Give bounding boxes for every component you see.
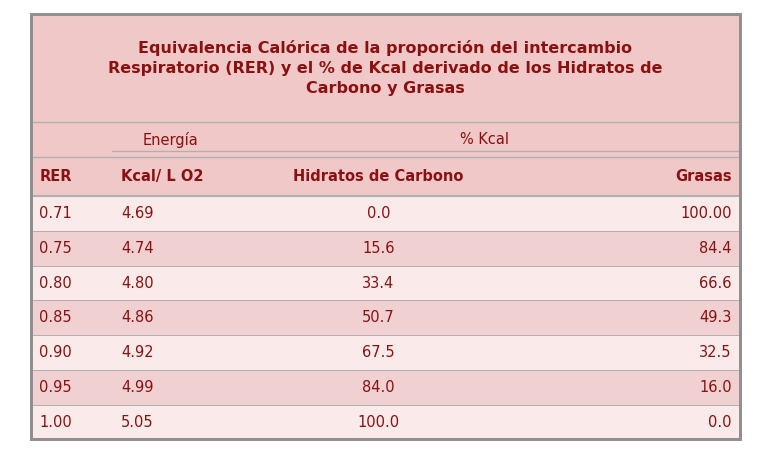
Bar xyxy=(31,300,740,335)
Text: 15.6: 15.6 xyxy=(362,241,395,256)
Text: 4.69: 4.69 xyxy=(121,206,153,221)
Text: 0.95: 0.95 xyxy=(39,380,72,395)
Text: 33.4: 33.4 xyxy=(362,275,395,291)
Text: 49.3: 49.3 xyxy=(699,310,732,325)
Text: 4.99: 4.99 xyxy=(121,380,153,395)
Text: 84.4: 84.4 xyxy=(699,241,732,256)
Text: Kcal/ L O2: Kcal/ L O2 xyxy=(121,169,204,184)
Text: 0.0: 0.0 xyxy=(367,206,390,221)
Text: 4.74: 4.74 xyxy=(121,241,153,256)
Text: 4.80: 4.80 xyxy=(121,275,153,291)
Text: 0.75: 0.75 xyxy=(39,241,72,256)
Text: 0.85: 0.85 xyxy=(39,310,72,325)
Text: Hidratos de Carbono: Hidratos de Carbono xyxy=(293,169,463,184)
Bar xyxy=(31,122,740,157)
Text: 84.0: 84.0 xyxy=(362,380,395,395)
Text: 50.7: 50.7 xyxy=(362,310,395,325)
Text: 0.80: 0.80 xyxy=(39,275,72,291)
Text: Energía: Energía xyxy=(143,132,199,148)
Text: 1.00: 1.00 xyxy=(39,414,72,429)
Bar xyxy=(31,405,740,439)
Text: RER: RER xyxy=(39,169,72,184)
Bar xyxy=(31,196,740,231)
Text: 4.86: 4.86 xyxy=(121,310,153,325)
Text: 66.6: 66.6 xyxy=(699,275,732,291)
Text: 100.0: 100.0 xyxy=(357,414,399,429)
Bar xyxy=(31,157,740,196)
Bar xyxy=(31,370,740,405)
Text: 4.92: 4.92 xyxy=(121,345,153,360)
Text: 67.5: 67.5 xyxy=(362,345,395,360)
Bar xyxy=(31,231,740,266)
Text: 0.71: 0.71 xyxy=(39,206,72,221)
Bar xyxy=(31,335,740,370)
Text: 0.0: 0.0 xyxy=(708,414,732,429)
Text: Equivalencia Calórica de la proporción del intercambio
Respiratorio (RER) y el %: Equivalencia Calórica de la proporción d… xyxy=(108,40,663,96)
Text: Grasas: Grasas xyxy=(675,169,732,184)
Text: % Kcal: % Kcal xyxy=(460,132,510,147)
Text: 5.05: 5.05 xyxy=(121,414,153,429)
Text: 32.5: 32.5 xyxy=(699,345,732,360)
Text: 16.0: 16.0 xyxy=(699,380,732,395)
Text: 0.90: 0.90 xyxy=(39,345,72,360)
Bar xyxy=(31,266,740,300)
Text: 100.00: 100.00 xyxy=(680,206,732,221)
